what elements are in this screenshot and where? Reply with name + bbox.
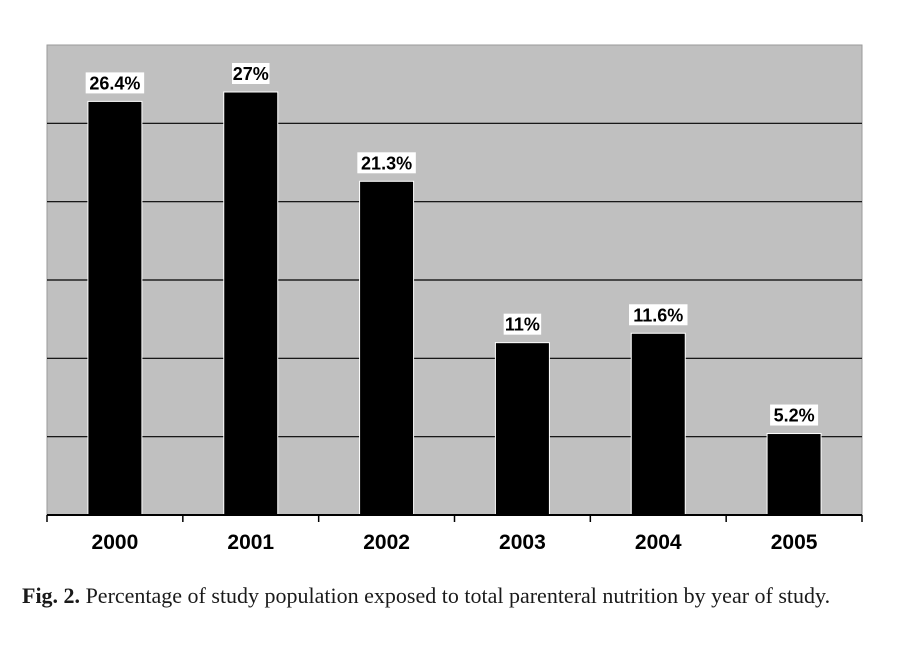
data-label: 26.4% [89, 73, 140, 93]
figure-caption: Fig. 2. Percentage of study population e… [22, 580, 892, 611]
bar-labels: 26.4% 27% 21.3% 11% 11.6% 5.2% [85, 63, 819, 426]
bar-chart: 26.4% 27%21.3%11% 11.6%5.2% 2000 2001 2002 20… [46, 44, 863, 554]
data-label: 11% [505, 315, 540, 335]
bar [87, 100, 143, 516]
data-label-background [770, 404, 819, 426]
bar [630, 332, 686, 516]
data-label-background [85, 72, 145, 94]
data-label: 27% [233, 64, 269, 84]
data-label: 11.6% [633, 305, 683, 325]
x-tick-label: 2000 [92, 531, 139, 554]
data-label-background [503, 313, 542, 335]
data-label-background [629, 304, 688, 326]
x-tick-label: 2002 [363, 531, 410, 554]
data-label: 5.2% [774, 406, 815, 426]
bar [494, 342, 550, 516]
bar [766, 433, 822, 516]
data-label: 21.3% [361, 153, 412, 173]
x-tick-label: 2004 [635, 531, 682, 554]
x-tick-labels: 2000 2001 2002 2003 2004 2005 [92, 531, 818, 554]
data-label-background [357, 152, 416, 174]
x-tick-label: 2001 [227, 531, 274, 554]
bar [223, 91, 279, 516]
figure-caption-text: Percentage of study population exposed t… [80, 583, 831, 608]
bars [87, 91, 822, 516]
bar [359, 180, 415, 516]
gridlines [47, 122, 862, 438]
data-label-background [232, 63, 270, 84]
x-tick-label: 2005 [771, 531, 818, 554]
x-ticks [46, 515, 863, 522]
x-tick-label: 2003 [499, 531, 546, 554]
figure-label: Fig. 2. [22, 583, 81, 608]
